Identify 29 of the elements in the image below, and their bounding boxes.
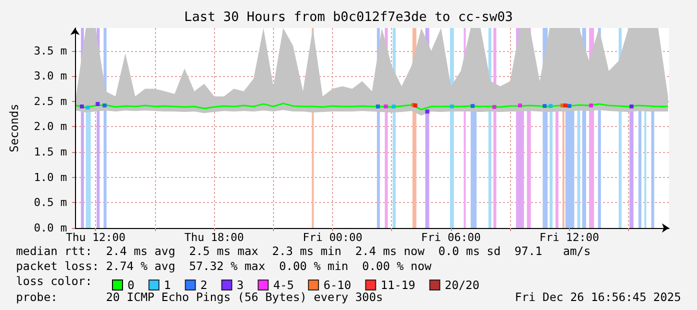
y-tick-label: 2.5 m bbox=[34, 94, 68, 108]
y-tick-label: 2.0 m bbox=[34, 120, 68, 134]
text: probe: 20 ICMP Echo Pings (56 Bytes) every 300s bbox=[16, 290, 383, 304]
legend-label: 4-5 bbox=[273, 278, 294, 292]
chart-title: Last 30 Hours from b0c012f7e3de to cc-sw03 bbox=[184, 10, 513, 25]
legend-label: 1 bbox=[164, 278, 171, 292]
legend-label: 2 bbox=[200, 278, 208, 292]
legend-label: 3 bbox=[236, 278, 244, 292]
x-tick-label: Fri 00:00 bbox=[302, 231, 362, 244]
legend-label: 20/20 bbox=[444, 278, 480, 292]
legend-label: 11-19 bbox=[380, 278, 416, 292]
y-tick-label: 0.0 m bbox=[34, 222, 68, 234]
legend-label: 6-10 bbox=[323, 278, 352, 292]
text: median rtt: 2.4 ms avg 2.5 ms max 2.3 ms min 2.4 ms now 0.0 ms sd 97.1 am/s bbox=[16, 244, 591, 258]
line-series bbox=[75, 102, 669, 110]
x-tick-label: Thu 12:00 bbox=[66, 231, 126, 244]
text: Fri Dec 26 16:56:45 2025 bbox=[514, 290, 681, 304]
y-tick-label: 3.0 m bbox=[34, 70, 68, 83]
text: packet loss: 2.74 % avg 57.32 % max 0.00 % min 0.00 % now bbox=[16, 259, 432, 273]
legend-title: loss color: bbox=[16, 274, 92, 288]
y-tick-label: 0.5 m bbox=[34, 196, 68, 210]
y-axis-title: Seconds bbox=[7, 104, 21, 152]
legend-label: 0 bbox=[128, 278, 134, 292]
y-tick-label: 3.5 m bbox=[34, 44, 68, 58]
x-tick-label: Thu 18:00 bbox=[184, 231, 244, 244]
y-tick-label: 1.0 m bbox=[34, 170, 68, 184]
x-tick-label: Fri 06:00 bbox=[421, 231, 481, 244]
y-tick-label: 1.5 m bbox=[34, 146, 68, 159]
x-tick-label: Fri 12:00 bbox=[540, 231, 600, 244]
